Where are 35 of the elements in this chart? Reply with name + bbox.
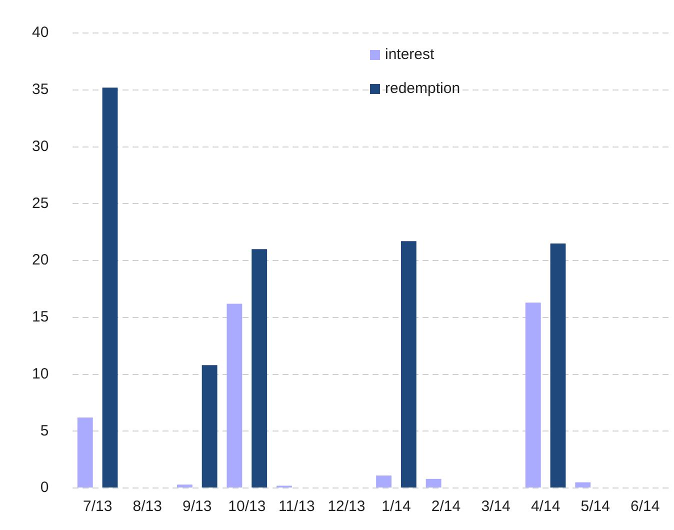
x-tick-label: 7/13 bbox=[82, 498, 112, 516]
bar bbox=[226, 304, 242, 488]
bar bbox=[426, 478, 442, 488]
bar bbox=[102, 88, 118, 488]
bar bbox=[252, 249, 268, 488]
bar bbox=[575, 482, 591, 488]
x-tick-label: 10/13 bbox=[228, 498, 266, 516]
y-tick-label: 15 bbox=[32, 308, 49, 326]
legend-label: interest bbox=[385, 46, 436, 64]
y-tick-label: 40 bbox=[32, 24, 49, 42]
y-tick-label: 0 bbox=[40, 479, 49, 496]
y-tick-label: 5 bbox=[40, 422, 49, 440]
x-tick-label: 3/14 bbox=[481, 498, 510, 516]
legend-label: redemption bbox=[385, 80, 460, 98]
bar bbox=[77, 417, 93, 488]
bar bbox=[400, 241, 416, 488]
x-tick-label: 1/14 bbox=[382, 498, 411, 516]
bar bbox=[202, 365, 218, 488]
x-tick-label: 4/14 bbox=[530, 498, 560, 516]
y-tick-label: 20 bbox=[32, 252, 49, 269]
bar bbox=[525, 302, 541, 488]
y-tick-label: 35 bbox=[32, 81, 49, 98]
bar bbox=[376, 475, 392, 488]
x-tick-label: 5/14 bbox=[580, 498, 610, 516]
x-tick-label: 8/13 bbox=[132, 498, 162, 516]
y-tick-label: 25 bbox=[32, 194, 49, 212]
bar bbox=[550, 243, 566, 488]
x-tick-label: 6/14 bbox=[630, 498, 660, 516]
x-tick-label: 11/13 bbox=[278, 498, 315, 516]
x-tick-label: 2/14 bbox=[431, 498, 461, 516]
x-tick-label: 12/13 bbox=[328, 498, 366, 516]
bar bbox=[176, 484, 192, 488]
x-tick-label: 9/13 bbox=[182, 498, 212, 516]
y-tick-label: 10 bbox=[32, 365, 49, 382]
y-tick-label: 30 bbox=[32, 138, 49, 155]
